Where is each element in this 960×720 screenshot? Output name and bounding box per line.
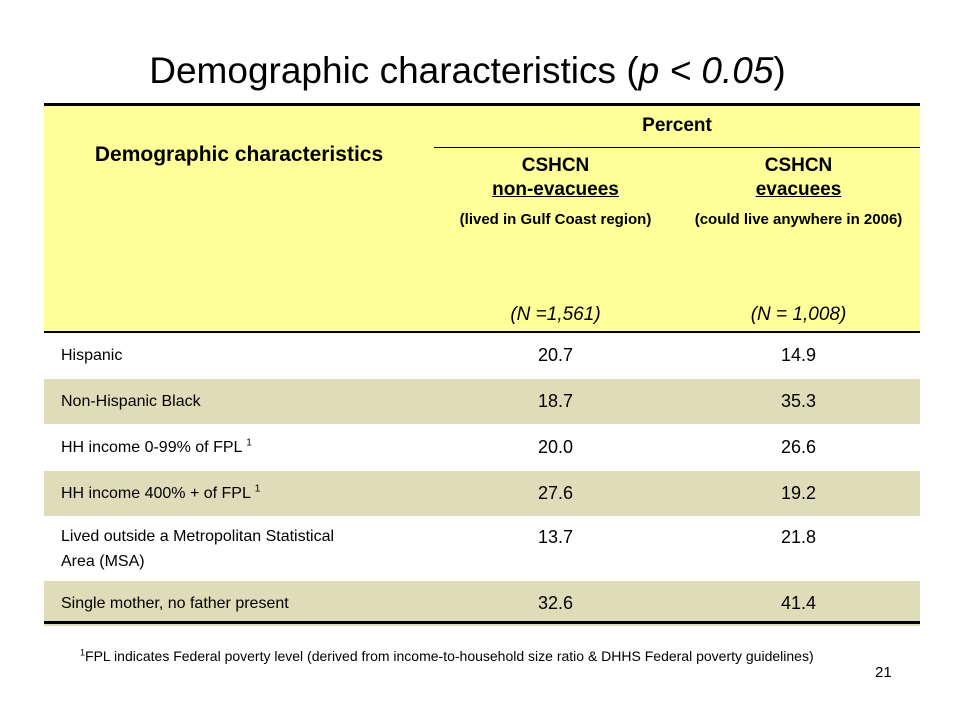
cell-non-evacuees: 32.6 (537, 593, 574, 613)
table-top-rule (44, 103, 920, 106)
column-description: (could live anywhere in 2006) (694, 211, 903, 228)
cell-evacuees: 41.4 (780, 593, 817, 613)
column-name-line2: non-evacuees (492, 179, 619, 200)
column-name-line1: CSHCN (521, 155, 590, 176)
table-body: Hispanic 20.7 14.9 Non-Hispanic Black 18… (44, 333, 920, 627)
table-row: Lived outside a Metropolitan Statistical… (44, 517, 920, 581)
cell-evacuees: 21.8 (780, 527, 817, 547)
column-sample-size: (N = 1,008) (750, 304, 847, 325)
footnote-text: FPL indicates Federal poverty level (der… (85, 648, 814, 664)
cell-evacuees: 19.2 (780, 483, 817, 503)
column-name-line1: CSHCN (764, 155, 833, 176)
cell-non-evacuees: 13.7 (537, 527, 574, 547)
row-label: Non-Hispanic Black (61, 393, 201, 410)
page-number: 21 (875, 664, 892, 681)
title-text: Demographic characteristics (149, 50, 617, 91)
cell-non-evacuees: 20.0 (537, 437, 574, 457)
title-open-paren: ( (626, 50, 639, 91)
slide-title: Demographic characteristics (p < 0.05) (0, 46, 935, 96)
column-description: (lived in Gulf Coast region) (459, 211, 652, 228)
percent-group-header: Percent (642, 115, 712, 136)
title-close-paren: ) (773, 50, 786, 91)
column-header-non-evacuees: CSHCN non-evacuees (lived in Gulf Coast … (434, 154, 677, 325)
row-label: Single mother, no father present (61, 595, 289, 612)
column-header-evacuees: CSHCN evacuees (could live anywhere in 2… (677, 154, 920, 325)
row-label: Lived outside a Metropolitan Statistical… (61, 527, 335, 570)
row-header-label: Demographic characteristics (94, 143, 384, 166)
cell-non-evacuees: 20.7 (537, 345, 574, 365)
table-header: Demographic characteristics Percent CSHC… (44, 106, 920, 331)
table-row: HH income 0-99% of FPL 1 20.0 26.6 (44, 425, 920, 471)
table-row: Single mother, no father present 32.6 41… (44, 581, 920, 627)
title-p-value: p < 0.05 (638, 50, 774, 91)
table-bottom-rule (44, 621, 920, 624)
row-label: Hispanic (61, 347, 123, 364)
footnote-marker: 1 (254, 483, 261, 495)
row-label: HH income 400% + of FPL 1 (61, 483, 261, 502)
row-label: HH income 0-99% of FPL 1 (61, 437, 252, 456)
footnote-marker: 1 (246, 437, 252, 449)
percent-underline (434, 147, 920, 148)
table-row: Hispanic 20.7 14.9 (44, 333, 920, 379)
column-sample-size: (N =1,561) (510, 304, 601, 325)
header-bottom-rule (44, 331, 920, 333)
cell-non-evacuees: 18.7 (537, 391, 574, 411)
cell-evacuees: 14.9 (780, 345, 817, 365)
footnote: 1FPL indicates Federal poverty level (de… (80, 646, 860, 667)
cell-evacuees: 26.6 (780, 437, 817, 457)
footnote-marker: 1 (80, 647, 86, 658)
table-row: Non-Hispanic Black 18.7 35.3 (44, 379, 920, 425)
cell-non-evacuees: 27.6 (537, 483, 574, 503)
column-name-line2: evacuees (755, 179, 842, 200)
table-row: HH income 400% + of FPL 1 27.6 19.2 (44, 471, 920, 517)
cell-evacuees: 35.3 (780, 391, 817, 411)
